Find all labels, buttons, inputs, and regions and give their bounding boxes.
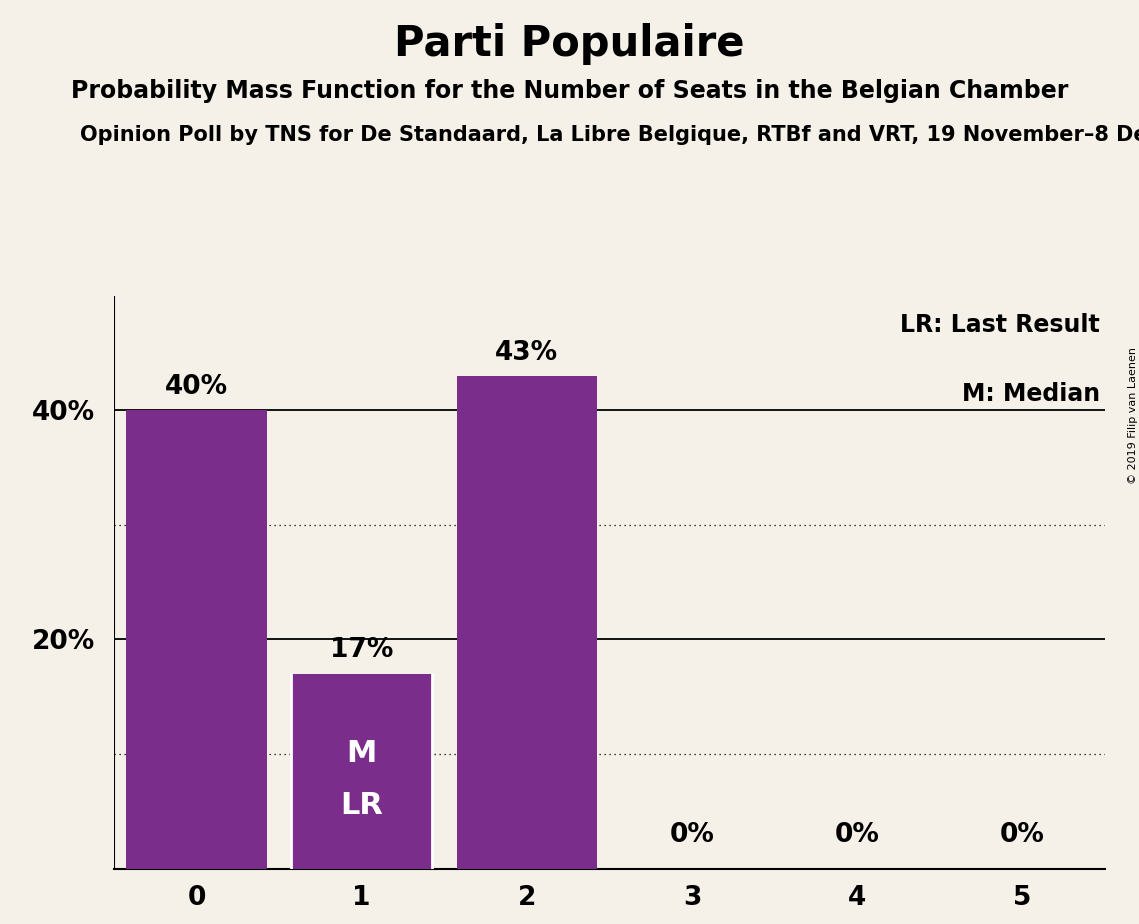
Text: 17%: 17% bbox=[330, 638, 393, 663]
Text: M: M bbox=[346, 739, 377, 769]
Text: Probability Mass Function for the Number of Seats in the Belgian Chamber: Probability Mass Function for the Number… bbox=[71, 79, 1068, 103]
Text: 40%: 40% bbox=[165, 374, 228, 400]
Bar bbox=[457, 376, 597, 869]
Text: 0%: 0% bbox=[670, 822, 714, 848]
Text: 43%: 43% bbox=[495, 340, 558, 366]
Text: LR: LR bbox=[341, 791, 383, 820]
Text: Parti Populaire: Parti Populaire bbox=[394, 23, 745, 65]
Bar bbox=[292, 674, 432, 869]
Text: M: Median: M: Median bbox=[961, 382, 1100, 406]
Text: 0%: 0% bbox=[1000, 822, 1044, 848]
Bar bbox=[126, 410, 267, 869]
Text: Opinion Poll by TNS for De Standaard, La Libre Belgique, RTBf and VRT, 19 Novemb: Opinion Poll by TNS for De Standaard, La… bbox=[80, 125, 1139, 145]
Text: 0%: 0% bbox=[835, 822, 879, 848]
Text: LR: Last Result: LR: Last Result bbox=[900, 313, 1100, 337]
Text: © 2019 Filip van Laenen: © 2019 Filip van Laenen bbox=[1129, 347, 1138, 484]
